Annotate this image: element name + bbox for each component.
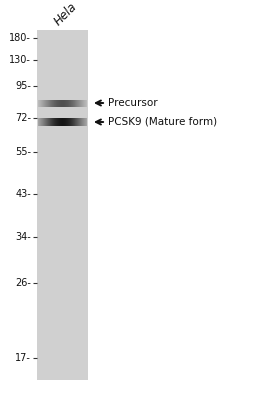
Text: 130-: 130- [9,55,31,65]
Bar [37,30,88,380]
Text: 95-: 95- [15,81,31,91]
Text: 72-: 72- [15,113,31,123]
Text: 26-: 26- [15,278,31,288]
Text: 180-: 180- [9,33,31,43]
Text: 55-: 55- [15,147,31,157]
Text: 17-: 17- [15,353,31,363]
Text: Hela: Hela [51,0,79,28]
Text: Precursor: Precursor [108,98,158,108]
Text: 43-: 43- [15,189,31,199]
Text: PCSK9 (Mature form): PCSK9 (Mature form) [108,117,217,127]
Text: 34-: 34- [15,232,31,242]
